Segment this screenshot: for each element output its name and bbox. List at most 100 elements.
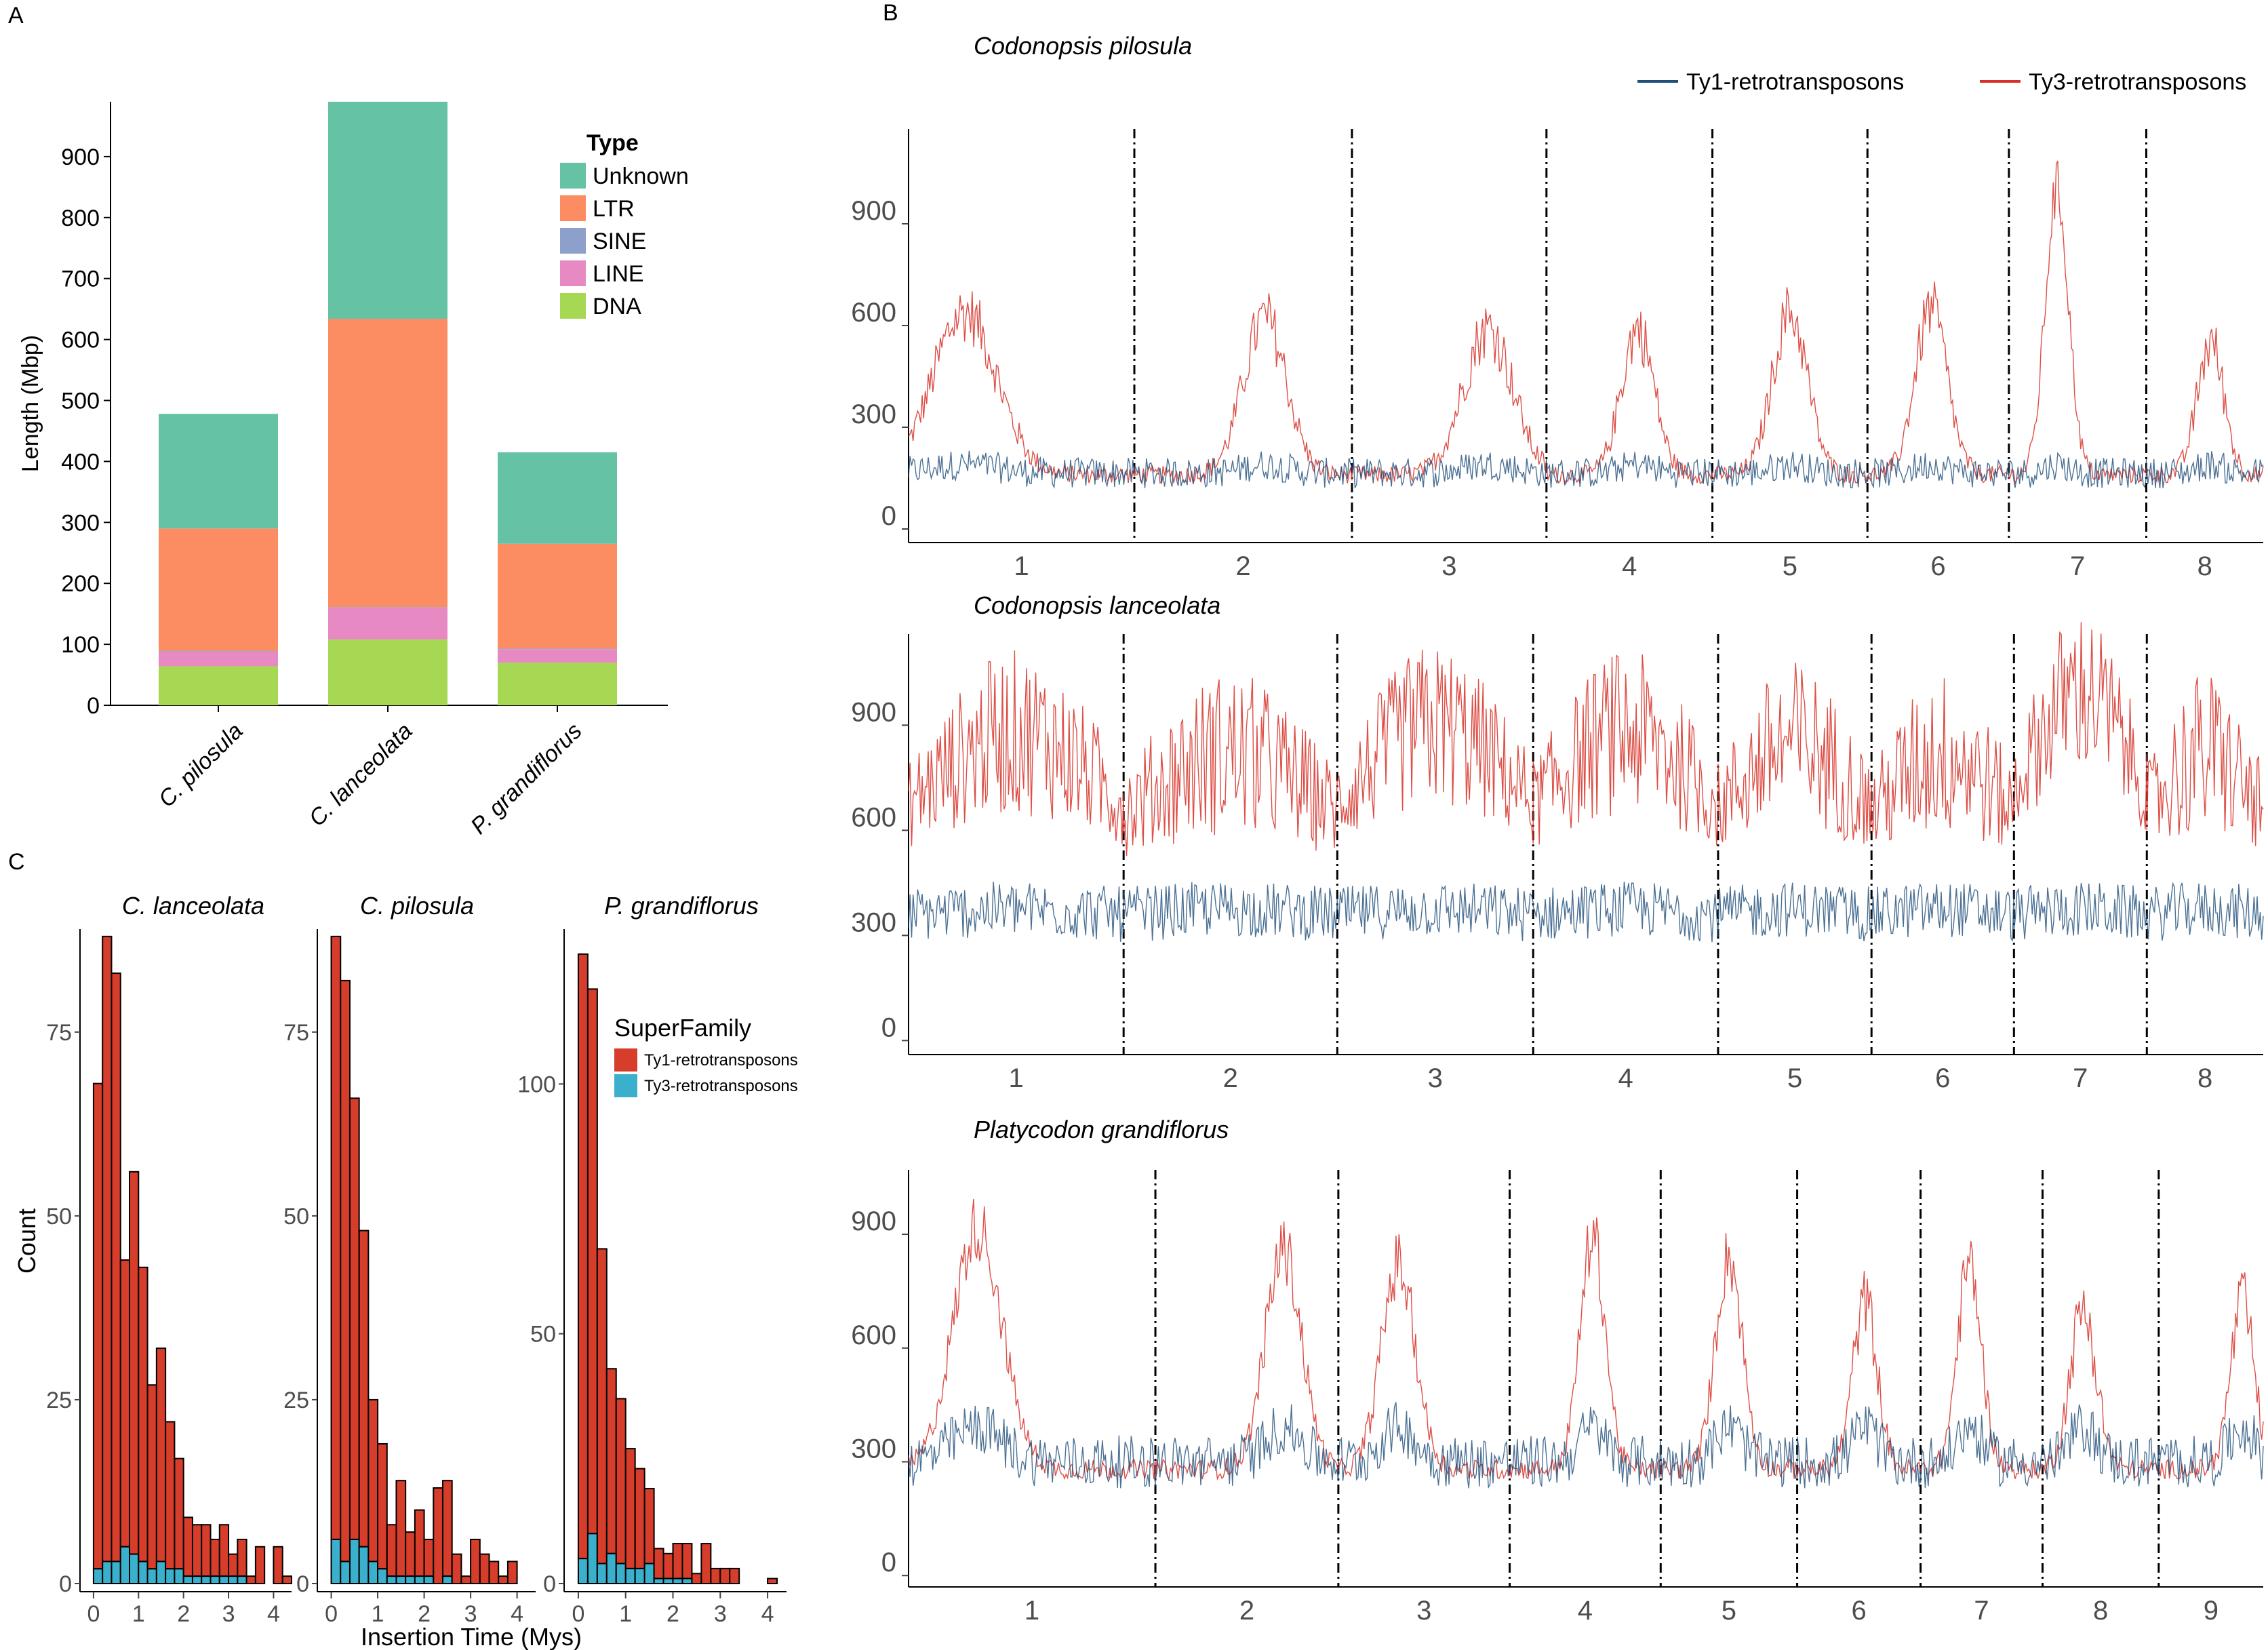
c-bar-ty3 bbox=[386, 1575, 397, 1584]
c-bar-ty1 bbox=[92, 1082, 104, 1570]
panel-label-c: C bbox=[8, 849, 25, 875]
c-legend-swatch-ty1-retrotransposons bbox=[614, 1048, 637, 1072]
c-legend-label-ty1-retrotransposons: Ty1-retrotransposons bbox=[644, 1051, 798, 1069]
b-series-line-ty1-retrotransposons bbox=[908, 450, 2264, 489]
c-x-tick-label: 0 bbox=[87, 1601, 100, 1627]
a-legend-label-dna: DNA bbox=[593, 294, 641, 319]
c-facet-title: C. pilosula bbox=[360, 892, 474, 920]
b-chromosome-label: 3 bbox=[1441, 551, 1456, 581]
b-y-tick-label: 300 bbox=[851, 907, 896, 937]
c-bar-ty3 bbox=[228, 1575, 239, 1584]
c-bar-ty1 bbox=[281, 1575, 293, 1584]
c-bar-ty3 bbox=[634, 1567, 645, 1585]
c-bar-ty3 bbox=[182, 1575, 193, 1584]
c-y-tick-label: 75 bbox=[283, 1020, 309, 1046]
c-bar-ty3 bbox=[155, 1560, 167, 1585]
c-x-tick-label: 2 bbox=[667, 1601, 679, 1627]
b-chromosome-label: 2 bbox=[1223, 1063, 1238, 1093]
a-bar-ltr-c-lanceolata bbox=[328, 319, 447, 608]
b-chromosome-label: 7 bbox=[2070, 551, 2085, 581]
a-y-tick-label: 900 bbox=[61, 144, 100, 170]
c-x-tick-label: 4 bbox=[267, 1601, 280, 1627]
c-bar-ty1 bbox=[273, 1546, 283, 1585]
a-legend-swatch-dna bbox=[560, 293, 586, 319]
c-bar-ty1 bbox=[119, 1259, 131, 1548]
c-bar-ty1 bbox=[643, 1488, 655, 1565]
a-bar-line-c-lanceolata bbox=[328, 608, 447, 640]
c-bar-ty1 bbox=[506, 1560, 518, 1585]
c-bar-ty1 bbox=[470, 1538, 481, 1585]
b-chromosome-label: 8 bbox=[2197, 551, 2212, 581]
c-bar-ty1 bbox=[700, 1543, 712, 1584]
c-bar-ty1 bbox=[672, 1543, 683, 1579]
c-facet-title: P. grandiflorus bbox=[604, 892, 758, 920]
c-bar-ty3 bbox=[165, 1568, 176, 1585]
c-bar-ty3 bbox=[596, 1563, 608, 1585]
c-bar-ty3 bbox=[210, 1575, 220, 1584]
b-chromosome-label: 1 bbox=[1024, 1596, 1039, 1626]
c-bar-ty1 bbox=[191, 1524, 203, 1577]
c-bar-ty3 bbox=[395, 1575, 407, 1584]
c-bar-ty3 bbox=[237, 1575, 247, 1584]
c-bar-ty1 bbox=[367, 1398, 379, 1563]
a-legend-label-line: LINE bbox=[593, 261, 644, 287]
a-bar-sine-p-grandiflorus bbox=[498, 648, 617, 650]
c-bar-ty1 bbox=[615, 1398, 626, 1565]
c-bar-ty1 bbox=[129, 1171, 140, 1555]
a-y-tick-label: 600 bbox=[61, 328, 100, 353]
b-y-tick-label: 600 bbox=[851, 802, 896, 832]
c-bar-ty3 bbox=[653, 1577, 664, 1584]
c-bar-ty3 bbox=[111, 1560, 121, 1585]
b-y-tick-label: 0 bbox=[881, 1548, 896, 1577]
c-bar-ty1 bbox=[767, 1577, 778, 1584]
a-bar-ltr-c-pilosula bbox=[159, 528, 278, 651]
a-legend-swatch-unknown bbox=[560, 163, 586, 189]
c-y-tick-label: 50 bbox=[283, 1204, 309, 1230]
c-x-tick-label: 4 bbox=[511, 1601, 523, 1627]
b-y-tick-label: 0 bbox=[881, 1013, 896, 1042]
c-bar-ty3 bbox=[92, 1568, 104, 1585]
b-chromosome-label: 6 bbox=[1851, 1596, 1866, 1626]
c-bar-ty1 bbox=[653, 1548, 664, 1579]
c-bar-ty1 bbox=[377, 1442, 388, 1570]
a-y-tick-label: 700 bbox=[61, 267, 100, 292]
b-y-tick-label: 0 bbox=[881, 501, 896, 531]
panel-label-b: B bbox=[883, 0, 898, 26]
c-bar-ty1 bbox=[174, 1457, 184, 1570]
c-bar-ty1 bbox=[237, 1538, 247, 1577]
c-bar-ty3 bbox=[577, 1558, 589, 1585]
b-y-tick-label: 900 bbox=[851, 697, 896, 727]
c-x-tick-label: 1 bbox=[132, 1601, 145, 1627]
b-chromosome-label: 8 bbox=[2197, 1063, 2212, 1093]
c-bar-ty1 bbox=[340, 979, 351, 1563]
c-bar-ty3 bbox=[330, 1538, 342, 1585]
b-chromosome-label: 7 bbox=[1974, 1596, 1989, 1626]
c-bar-ty3 bbox=[129, 1553, 140, 1584]
c-y-tick-label: 50 bbox=[46, 1204, 72, 1230]
c-bar-ty1 bbox=[165, 1421, 176, 1570]
c-bar-ty1 bbox=[498, 1575, 509, 1584]
panel-a-stacked-bar-chart: 0 100 200 300 400 500 600 700 800 900 Length (Mbp)… bbox=[18, 102, 689, 840]
c-bar-ty1 bbox=[479, 1553, 490, 1584]
c-bar-ty1 bbox=[460, 1575, 472, 1584]
c-bar-ty1 bbox=[245, 1575, 256, 1584]
b-chromosome-label: 5 bbox=[1783, 551, 1797, 581]
c-bar-ty1 bbox=[386, 1524, 397, 1577]
c-bar-ty1 bbox=[586, 988, 598, 1535]
c-bar-ty1 bbox=[662, 1552, 674, 1579]
c-bar-ty1 bbox=[218, 1524, 230, 1577]
a-y-tick-label: 200 bbox=[61, 571, 100, 597]
b-y-tick-label: 900 bbox=[851, 1206, 896, 1236]
c-bar-ty1 bbox=[719, 1567, 731, 1585]
c-y-tick-label: 100 bbox=[517, 1072, 556, 1097]
c-bar-ty1 bbox=[102, 935, 113, 1563]
c-bar-ty1 bbox=[710, 1567, 721, 1585]
b-legend-label-ty3-retrotransposons: Ty3-retrotransposons bbox=[2029, 69, 2246, 95]
c-y-tick-label: 0 bbox=[296, 1571, 309, 1597]
c-facet-title: C. lanceolata bbox=[122, 892, 264, 920]
c-x-tick-label: 3 bbox=[222, 1601, 235, 1627]
c-bar-ty3 bbox=[672, 1577, 683, 1584]
b-series-line-ty1-retrotransposons bbox=[908, 882, 2264, 943]
a-y-tick-label: 100 bbox=[61, 632, 100, 658]
